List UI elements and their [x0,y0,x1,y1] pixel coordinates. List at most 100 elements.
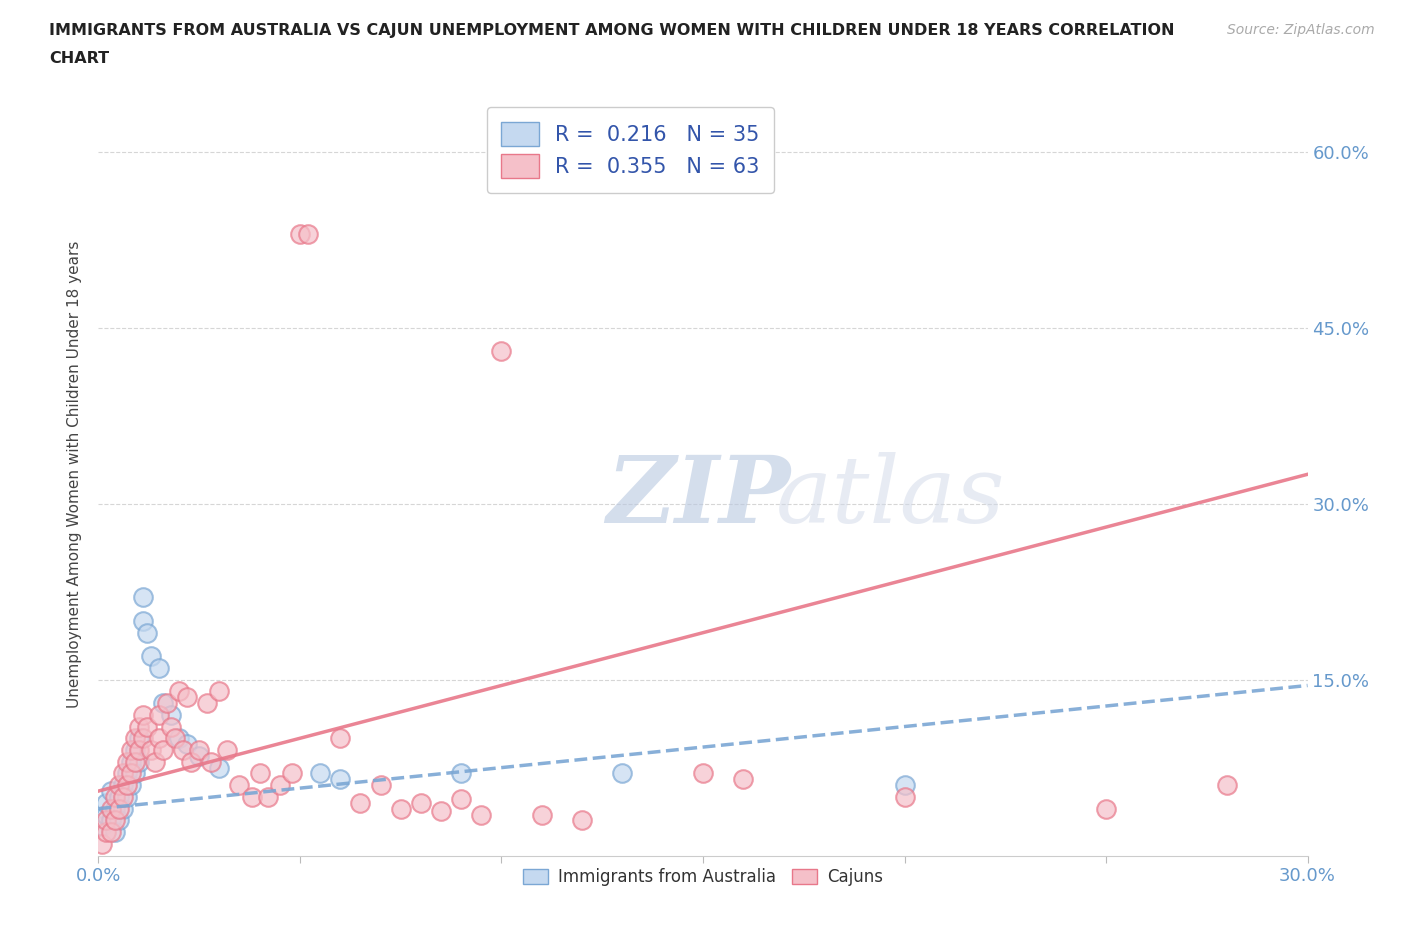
Point [167,731,190,746]
Point [217,742,239,757]
Point [571,813,593,828]
Point [107,777,129,792]
Point [128,731,150,746]
Point [163,731,186,746]
Point [124,754,146,769]
Point [91,818,114,833]
Point [281,766,304,781]
Point [249,766,271,781]
Point [309,766,332,781]
Point [100,813,122,828]
Point [200,754,222,769]
Point [148,708,170,723]
Legend: Immigrants from Australia, Cajuns: Immigrants from Australia, Cajuns [516,862,890,893]
Point [128,742,150,757]
Point [120,777,142,792]
Text: ZIP: ZIP [606,452,790,542]
Point [143,754,166,769]
Text: IMMIGRANTS FROM AUSTRALIA VS CAJUN UNEMPLOYMENT AMONG WOMEN WITH CHILDREN UNDER : IMMIGRANTS FROM AUSTRALIA VS CAJUN UNEMP… [49,23,1174,38]
Point [128,719,150,734]
Point [111,790,134,804]
Point [96,813,118,828]
Y-axis label: Unemployment Among Women with Children Under 18 years: Unemployment Among Women with Children U… [67,241,83,708]
Text: Source: ZipAtlas.com: Source: ZipAtlas.com [1227,23,1375,37]
Point [1095,802,1118,817]
Point [893,790,915,804]
Point [120,754,142,769]
Point [124,731,146,746]
Point [132,614,155,629]
Point [160,708,183,723]
Point [409,795,432,810]
Point [115,754,138,769]
Point [111,766,134,781]
Point [120,742,142,757]
Point [288,226,311,241]
Point [128,754,150,769]
Point [349,795,371,810]
Point [893,777,915,792]
Point [692,766,714,781]
Point [733,772,755,787]
Point [297,226,319,241]
Point [100,825,122,840]
Point [148,660,170,675]
Point [1216,777,1239,792]
Text: atlas: atlas [776,452,1005,542]
Point [256,790,278,804]
Point [124,766,146,781]
Point [103,802,125,817]
Point [180,754,202,769]
Point [91,836,114,851]
Point [139,742,162,757]
Point [111,802,134,817]
Point [103,825,125,840]
Point [152,696,174,711]
Point [240,790,263,804]
Point [132,590,155,604]
Point [450,766,472,781]
Point [156,696,179,711]
Point [148,731,170,746]
Point [370,777,392,792]
Point [188,742,211,757]
Point [188,749,211,764]
Point [135,719,157,734]
Point [107,813,129,828]
Point [111,777,134,792]
Text: CHART: CHART [49,51,110,66]
Point [329,772,352,787]
Point [228,777,250,792]
Point [96,825,118,840]
Point [160,719,183,734]
Point [470,807,492,822]
Point [115,777,138,792]
Point [172,742,194,757]
Point [139,649,162,664]
Point [612,766,634,781]
Point [96,807,118,822]
Point [107,802,129,817]
Point [152,742,174,757]
Point [450,791,472,806]
Point [491,344,513,359]
Point [389,802,412,817]
Point [107,790,129,804]
Point [269,777,291,792]
Point [167,684,190,698]
Point [103,790,125,804]
Point [132,708,155,723]
Point [96,795,118,810]
Point [100,802,122,817]
Point [103,813,125,828]
Point [124,742,146,757]
Point [115,790,138,804]
Point [100,784,122,799]
Point [430,804,453,818]
Point [208,760,231,775]
Point [329,731,352,746]
Point [530,807,553,822]
Point [195,696,218,711]
Point [120,766,142,781]
Point [208,684,231,698]
